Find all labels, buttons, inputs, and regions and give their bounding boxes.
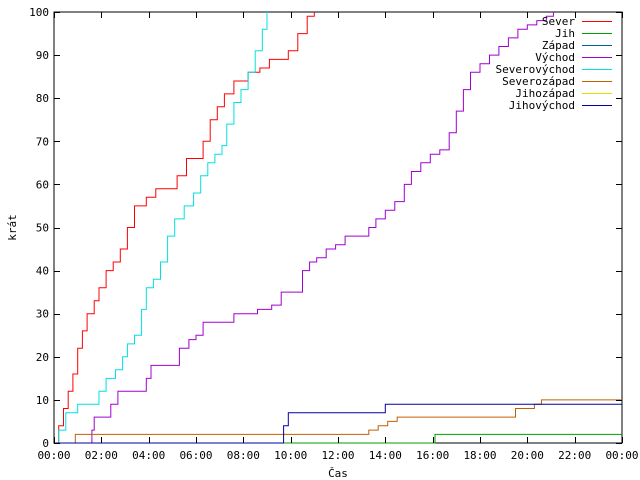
y-tick-label: 50: [36, 222, 49, 235]
x-tick-label: 08:00: [227, 449, 260, 462]
x-tick-label: 14:00: [369, 449, 402, 462]
y-tick-label: 40: [36, 265, 49, 278]
y-tick-label: 0: [42, 437, 49, 450]
legend-label: Jihozápad: [515, 87, 575, 100]
x-tick-label: 00:00: [37, 449, 70, 462]
legend-label: Jihovýchod: [509, 99, 575, 112]
y-tick-label: 60: [36, 178, 49, 191]
x-tick-label: 18:00: [463, 449, 496, 462]
x-tick-label: 02:00: [85, 449, 118, 462]
x-tick-label: 16:00: [416, 449, 449, 462]
series-line-4: [84, 12, 554, 444]
series-line-2: [54, 433, 622, 444]
x-tick-label: 00:00: [605, 449, 638, 462]
x-tick-label: 12:00: [321, 449, 354, 462]
series-line-8: [54, 403, 622, 444]
legend-label: Jih: [555, 27, 575, 40]
series-line-6: [72, 399, 622, 444]
ticks-layer: 0 10 20 30 40 50 60 70 80 90 100 00:00 02:00 04:00 06:…: [29, 6, 638, 462]
y-tick-label: 100: [29, 6, 49, 19]
y-axis-label: krát: [6, 214, 19, 241]
x-tick-label: 06:00: [179, 449, 212, 462]
y-tick-label: 10: [36, 394, 49, 407]
series-line-5: [55, 12, 268, 444]
y-tick-label: 30: [36, 308, 49, 321]
legend-label: Západ: [542, 39, 575, 52]
x-tick-label: 22:00: [558, 449, 591, 462]
legend-label: Východ: [535, 51, 575, 64]
y-tick-label: 90: [36, 49, 49, 62]
legend-label: Severozápad: [502, 75, 575, 88]
legend: SeverJihZápadVýchodSeverovýchodSeverozáp…: [496, 15, 612, 112]
y-tick-label: 80: [36, 92, 49, 105]
legend-label: Sever: [542, 15, 575, 28]
legend-label: Severovýchod: [496, 63, 575, 76]
y-tick-label: 70: [36, 135, 49, 148]
y-tick-label: 20: [36, 351, 49, 364]
x-tick-label: 10:00: [274, 449, 307, 462]
x-axis-label: Čas: [328, 467, 348, 480]
x-tick-label: 20:00: [511, 449, 544, 462]
series-layer: [54, 12, 622, 444]
x-tick-label: 04:00: [132, 449, 165, 462]
series-line-1: [55, 12, 315, 444]
